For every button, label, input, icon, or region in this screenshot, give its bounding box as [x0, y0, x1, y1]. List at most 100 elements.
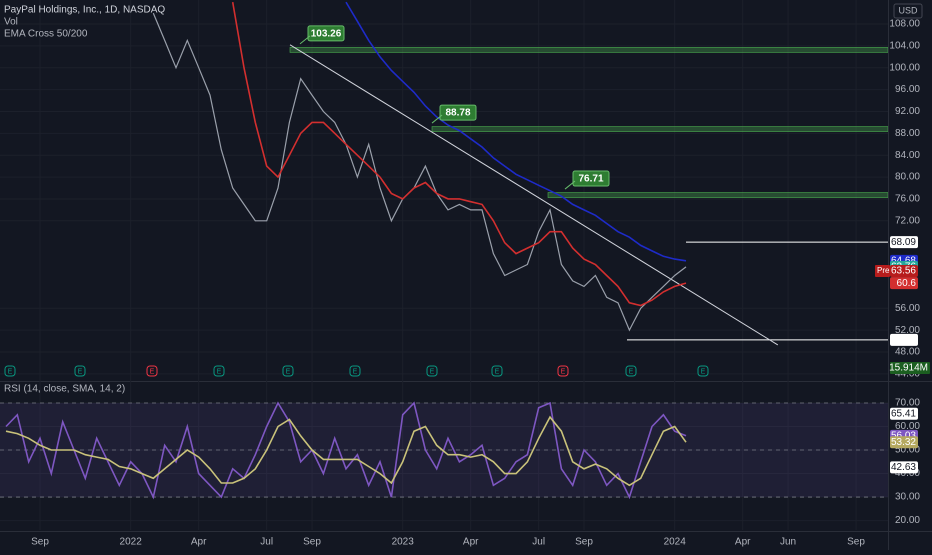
zone [431, 126, 888, 132]
earnings-label: E [150, 368, 155, 375]
earnings-icon [349, 365, 361, 377]
series-line [5, 415, 687, 487]
series-line [345, 1, 687, 262]
zone-label: 76.71 [578, 174, 603, 185]
y-tick-label: 72.00 [895, 215, 920, 226]
x-tick-label: Sep [31, 537, 49, 548]
y-tick-label: 96.00 [895, 84, 920, 95]
zone-callout [572, 170, 610, 187]
x-tick-label: Jun [780, 537, 796, 548]
zone [289, 47, 888, 53]
y-tick-label: 108.00 [889, 19, 920, 30]
earnings-label: E [78, 368, 83, 375]
y-tick-label: 56.00 [895, 303, 920, 314]
x-tick-label: 2022 [120, 537, 143, 548]
x-tick-label: Jul [260, 537, 273, 548]
zone [547, 192, 888, 198]
currency-label: USD [898, 5, 918, 15]
earnings-label: E [495, 368, 500, 375]
y-tick-label: 80.00 [895, 172, 920, 183]
zone-pointer [431, 114, 443, 124]
price-marker [890, 333, 918, 346]
earnings-icon [4, 365, 16, 377]
symbol-title: PayPal Holdings, Inc., 1D, NASDAQ [4, 5, 165, 16]
x-tick-label: Apr [463, 537, 479, 548]
price-marker [890, 264, 918, 277]
price-marker-label: 60.6 [897, 278, 917, 289]
earnings-label: E [629, 368, 634, 375]
earnings-icon [213, 365, 225, 377]
price-marker [890, 436, 918, 449]
price-marker [890, 236, 918, 249]
zone-callout [439, 104, 477, 121]
price-marker-label: 68.09 [891, 237, 916, 248]
earnings-icon [146, 365, 158, 377]
series-line [231, 1, 687, 307]
pane [0, 1, 888, 375]
y-tick-label: 52.00 [895, 325, 920, 336]
y-tick-label: 88.00 [895, 128, 920, 139]
x-tick-label: Sep [303, 537, 321, 548]
x-tick-label: 2024 [664, 537, 687, 548]
earnings-label: E [701, 368, 706, 375]
y-tick-label: 70.00 [895, 398, 920, 409]
rsi-title: RSI (14, close, SMA, 14, 2) [4, 384, 125, 395]
earnings-icon [491, 365, 503, 377]
volume-badge [890, 362, 930, 374]
y-tick-label: 20.00 [895, 515, 920, 526]
earnings-icon [557, 365, 569, 377]
pre-badge [875, 264, 890, 277]
volume-label: 15.914M [889, 363, 928, 374]
price-marker-label: 53.32 [891, 437, 916, 448]
series-line [152, 12, 687, 332]
y-tick-label: 92.00 [895, 106, 920, 117]
y-tick-label: 100.00 [889, 62, 920, 73]
currency-box [893, 3, 923, 19]
earnings-icon [282, 365, 294, 377]
price-marker [890, 277, 918, 290]
earnings-label: E [353, 368, 358, 375]
y-tick-label: 60.00 [895, 421, 920, 432]
y-tick-label: 44.00 [895, 369, 920, 380]
earnings-label: E [430, 368, 435, 375]
earnings-icon [74, 365, 86, 377]
x-tick-label: 2023 [392, 537, 415, 548]
x-tick-label: Sep [575, 537, 593, 548]
zone-pointer [299, 35, 311, 45]
zone-callout [307, 25, 345, 42]
indicator-label: Vol [4, 17, 18, 28]
zone-pointer [564, 180, 576, 190]
y-tick-label: 40.00 [895, 468, 920, 479]
price-marker-label: 65.41 [891, 408, 916, 419]
x-tick-label: Apr [735, 537, 751, 548]
y-tick-label: 84.00 [895, 150, 920, 161]
pane [0, 401, 888, 522]
price-marker-label: 42.63 [891, 462, 916, 473]
price-marker-label: 63.56 [891, 266, 916, 277]
zone-label: 88.78 [445, 108, 470, 119]
indicator-label: EMA Cross 50/200 [4, 29, 88, 40]
price-marker-label: 56.03 [891, 430, 916, 441]
y-tick-label: 76.00 [895, 194, 920, 205]
earnings-icon [697, 365, 709, 377]
earnings-label: E [8, 368, 13, 375]
earnings-label: E [217, 368, 222, 375]
zone-label: 103.26 [311, 29, 342, 40]
x-tick-label: Sep [847, 537, 865, 548]
price-marker [890, 407, 918, 420]
x-tick-label: Apr [191, 537, 207, 548]
y-tick-label: 48.00 [895, 347, 920, 358]
series-line [5, 401, 687, 500]
earnings-label: E [561, 368, 566, 375]
price-marker [890, 461, 918, 474]
earnings-icon [625, 365, 637, 377]
y-tick-label: 104.00 [889, 41, 920, 52]
y-tick-label: 30.00 [895, 492, 920, 503]
pre-label: Pre [877, 266, 890, 275]
y-tick-label: 50.00 [895, 445, 920, 456]
earnings-label: E [286, 368, 291, 375]
x-tick-label: Jul [532, 537, 545, 548]
trendline [289, 44, 779, 346]
